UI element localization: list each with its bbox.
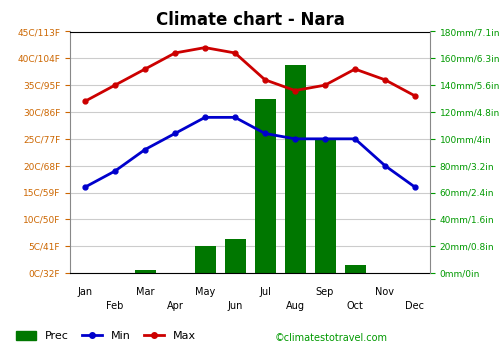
Bar	[344, 265, 366, 273]
Text: Oct: Oct	[346, 301, 364, 311]
Legend: Prec, Min, Max: Prec, Min, Max	[16, 330, 196, 341]
Text: Apr: Apr	[166, 301, 184, 311]
Title: Climate chart - Nara: Climate chart - Nara	[156, 10, 344, 29]
Text: ©climatestotravel.com: ©climatestotravel.com	[275, 333, 388, 343]
Bar	[284, 65, 306, 273]
Bar	[194, 246, 216, 273]
Text: May: May	[195, 287, 215, 297]
Text: Aug: Aug	[286, 301, 304, 311]
Text: Sep: Sep	[316, 287, 334, 297]
Bar	[314, 139, 336, 273]
Text: Jun: Jun	[228, 301, 242, 311]
Text: Nov: Nov	[376, 287, 394, 297]
Text: Jul: Jul	[259, 287, 271, 297]
Text: Feb: Feb	[106, 301, 124, 311]
Text: Jan: Jan	[78, 287, 92, 297]
Text: Mar: Mar	[136, 287, 154, 297]
Bar	[224, 239, 246, 273]
Bar	[254, 99, 276, 273]
Text: Dec: Dec	[406, 301, 424, 311]
Bar	[134, 270, 156, 273]
